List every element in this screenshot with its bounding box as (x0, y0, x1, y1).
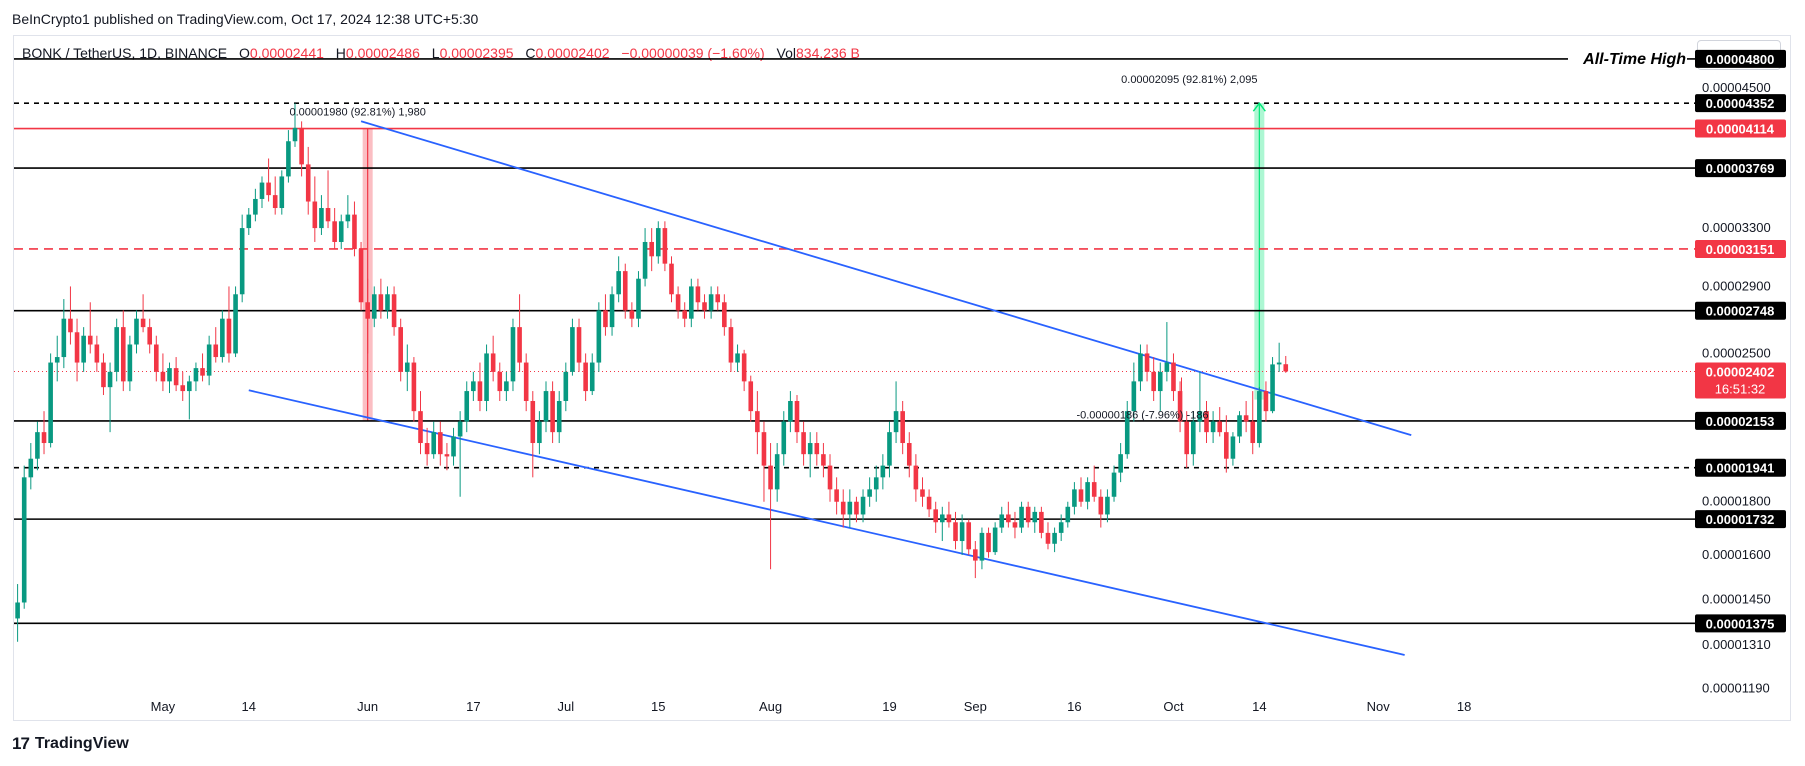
low-label: L (431, 45, 440, 61)
high-label: H (335, 45, 346, 61)
volume-label: Vol (776, 45, 796, 61)
open-label: O (239, 45, 250, 61)
symbol-pair[interactable]: BONK / TetherUS, 1D, BINANCE (22, 45, 228, 61)
volume-value: 834.236 B (796, 45, 860, 61)
change-value: −0.00000039 (−1.60%) (621, 45, 765, 61)
close-label: C (525, 45, 536, 61)
publisher-caption: BeInCrypto1 published on TradingView.com… (12, 11, 479, 27)
chart-pane[interactable] (13, 35, 1791, 721)
tradingview-brand: TradingView (34, 735, 129, 752)
tradingview-footer[interactable]: 17 TradingView (12, 734, 129, 754)
low-value: 0.00002395 (439, 45, 514, 61)
tradingview-logo-icon: 17 (12, 734, 30, 753)
symbol-legend: BONK / TetherUS, 1D, BINANCE O0.00002441… (22, 45, 860, 61)
close-value: 0.00002402 (535, 45, 610, 61)
open-value: 0.00002441 (249, 45, 324, 61)
high-value: 0.00002486 (345, 45, 420, 61)
currency-button[interactable]: USDT (1697, 40, 1781, 70)
